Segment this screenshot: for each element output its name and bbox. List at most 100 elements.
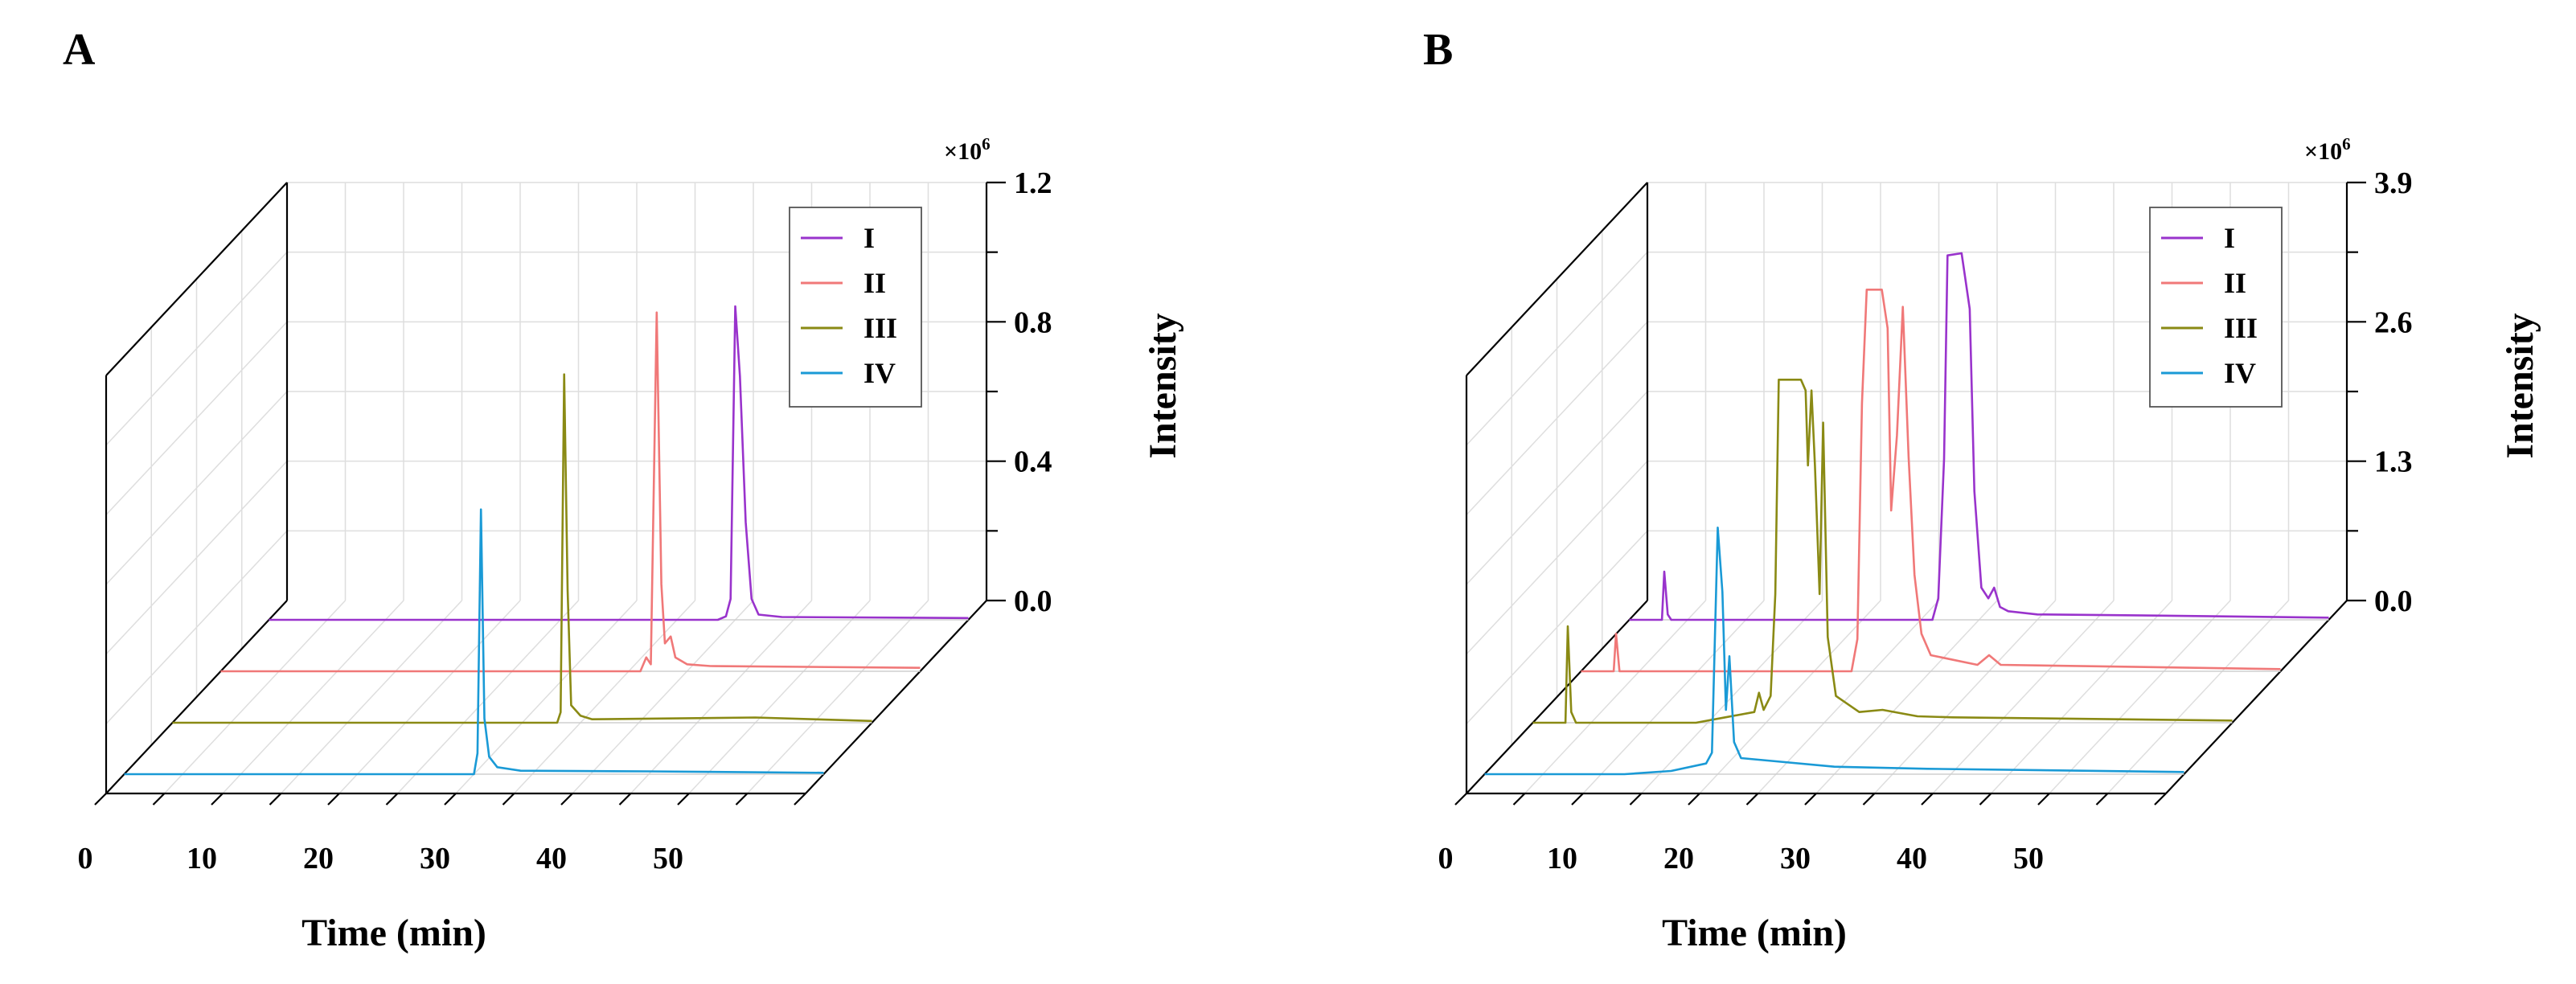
panel-b-x-tick-mark [1688,793,1700,806]
panel-b-top-left-edge [1466,182,1648,376]
panel-a-x-tick-mark [502,793,515,806]
panel-b-x-tick-mark [1745,793,1759,806]
panel-b-y-tick-label: 0.0 [2374,584,2413,618]
panel-b-x-tick-mark [2154,793,2167,806]
panel-b-floor-grid [1582,600,1765,794]
panel-a-x-tick-mark [560,793,573,806]
panel-b-x-ticks: 0 10 20 30 40 50 [1438,793,2167,875]
panel-a-x-tick-label: 10 [187,842,217,875]
panel-b-floor-grid [1757,600,1940,794]
panel-a-x-tick-mark [444,793,457,806]
panel-a-x-tick-mark [677,793,690,806]
panel-a-y-multiplier-base: ×10 [944,138,982,165]
panel-a-x-tick-mark [269,793,282,806]
panel-a-top-left-edge [105,182,288,376]
panel-b-x-tick-label: 0 [1438,842,1454,875]
panel-b-y-ticks: 0.0 1.3 2.6 3.9 [2347,166,2413,618]
panel-b-depth-axis-left [1466,600,1648,794]
panel-b-series [1484,252,2329,776]
panel-b-legend-label-II: II [2224,267,2246,299]
panel-a-y-tick-label: 0.8 [1014,305,1052,339]
panel-b-x-tick-label: 20 [1663,842,1694,875]
panel-a-floor-grid [455,600,638,794]
panel-b-x-tick-mark [1454,793,1467,806]
panel-b-y-tick-label: 2.6 [2374,305,2413,339]
panel-b-legend-box [2149,207,2283,408]
panel-b-floor-grid [1873,600,2057,794]
panel-a-x-tick-mark [327,793,340,806]
panel-a-legend-label-III: III [863,312,897,344]
panel-b-x-tick-mark [1804,793,1817,806]
panel-a-x-tick-mark [94,793,107,806]
panel-a-floor-grid [572,600,754,794]
panel-a: A 0 10 20 30 40 50 0.0 0.4 0.8 1.2 Time (min) In… [63,25,1184,954]
panel-b-legend-label-III: III [2224,312,2258,344]
panel-a-x-tick-label: 30 [420,842,450,875]
panel-a-series-IV-line [124,508,824,776]
panel-b-x-tick-mark [1629,793,1643,806]
panel-a-x-tick-mark [735,793,749,806]
panel-b-y-axis-title: Intensity [2499,313,2541,458]
panel-a-depth-axis-right [805,600,987,794]
panel-b-x-tick-mark [2095,793,2109,806]
panel-b-floor-grid [1815,600,1998,794]
panel-a-x-tick-mark [211,793,224,806]
panel-a-x-tick-mark [152,793,166,806]
panel-b-x-tick-mark [1862,793,1876,806]
panel-a-y-ticks: 0.0 0.4 0.8 1.2 [987,166,1052,618]
panel-a-x-ticks: 0 10 20 30 40 50 [78,793,806,875]
panel-a-floor-grid [280,600,463,794]
panel-a-x-tick-mark [385,793,399,806]
panel-b-floor-grid [1932,600,2115,794]
panel-a-floor-grid [396,600,580,794]
panel-b-x-tick-mark [1979,793,1992,806]
panel-a-floor-grid [688,600,871,794]
panel-a-y-tick-label: 1.2 [1014,166,1052,200]
panel-b-floor-grid [2106,600,2290,794]
panel-a-floor-grid [222,600,404,794]
panel-a-series [124,305,969,776]
panel-b-y-multiplier: ×106 [2304,134,2351,165]
panel-b: B 0 10 20 30 40 50 0.0 1.3 2.6 3.9 Time (min) In… [1423,25,2541,954]
panel-a-x-tick-label: 0 [78,842,93,875]
panel-b-floor-grid [1699,600,1881,794]
panel-a-y-multiplier-exp: 6 [982,134,991,154]
panel-a-floor-grid [163,600,347,794]
panel-a-x-tick-mark [618,793,632,806]
panel-b-y-tick-label: 1.3 [2374,445,2413,479]
panel-b-label: B [1423,25,1453,75]
panel-b-x-tick-label: 10 [1547,842,1577,875]
panel-b-x-tick-mark [1571,793,1584,806]
panel-a-series-III-line [172,373,872,724]
panel-a-legend-label-IV: IV [863,357,896,389]
panel-b-legend-label-I: I [2224,222,2235,254]
panel-b-floor-grid [2049,600,2231,794]
panel-b-x-tick-mark [1512,793,1526,806]
panel-a-floor-grid [338,600,521,794]
panel-b-x-tick-mark [1921,793,1934,806]
panel-b-legend-label-IV: IV [2224,357,2256,389]
panel-a-floor-grid [513,600,696,794]
panel-b-x-tick-label: 40 [1897,842,1927,875]
panel-a-legend-label-II: II [863,267,886,299]
panel-a-label: A [63,25,96,75]
panel-b-x-tick-label: 30 [1780,842,1811,875]
panel-b-x-tick-label: 50 [2013,842,2044,875]
panel-b-depth-axis-right [2165,600,2348,794]
panel-b-x-axis-title: Time (min) [1662,912,1847,954]
panel-b-series-II-line [1581,288,2281,673]
panel-b-series-III-line [1532,378,2233,724]
panel-b-series-IV-line [1484,526,2184,776]
panel-b-y-multiplier-exp: 6 [2342,134,2351,154]
panel-a-y-tick-label: 0.0 [1014,584,1052,618]
panel-a-legend-label-I: I [863,222,875,254]
panel-a-x-axis-title: Time (min) [301,912,486,954]
panel-b-floor-grid [1990,600,2173,794]
panel-b-y-multiplier-base: ×10 [2304,138,2342,165]
panel-a-series-I-line [269,305,969,621]
panel-a-floor-grid [746,600,929,794]
panel-b-x-tick-mark [2037,793,2050,806]
panel-a-series-II-line [220,311,921,673]
